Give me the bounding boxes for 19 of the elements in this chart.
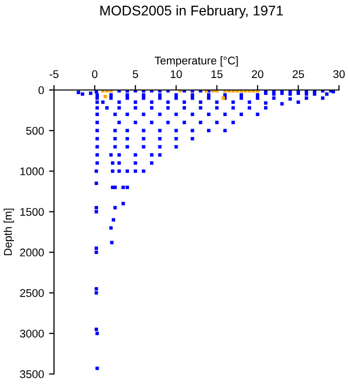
y-tick-label: 2000 <box>20 248 44 256</box>
x-tick-label: 15 <box>212 70 223 78</box>
x-tick-label: -5 <box>50 70 58 78</box>
y-tick-label: 3000 <box>20 330 44 338</box>
y-tick-label: 1500 <box>20 208 44 216</box>
x-tick-label: 20 <box>252 70 264 78</box>
y-tick-label: 500 <box>26 126 44 135</box>
x-axis-title: Temperature [°C] <box>154 56 238 67</box>
y-tick-label: 3500 <box>20 370 44 378</box>
x-tick-label: 0 <box>92 70 98 78</box>
y-tick-label: 0 <box>38 86 44 94</box>
y-axis-title: Depth [m] <box>4 208 14 256</box>
x-tick-label: 10 <box>170 70 182 78</box>
x-tick-label: 30 <box>333 70 345 78</box>
x-tick-label: 5 <box>132 70 138 78</box>
x-tick-label: 25 <box>292 70 304 78</box>
y-tick-label: 1000 <box>20 167 44 176</box>
chart-title: MODS2005 in February, 1971 <box>100 5 283 18</box>
y-tick-label: 2500 <box>20 289 44 297</box>
